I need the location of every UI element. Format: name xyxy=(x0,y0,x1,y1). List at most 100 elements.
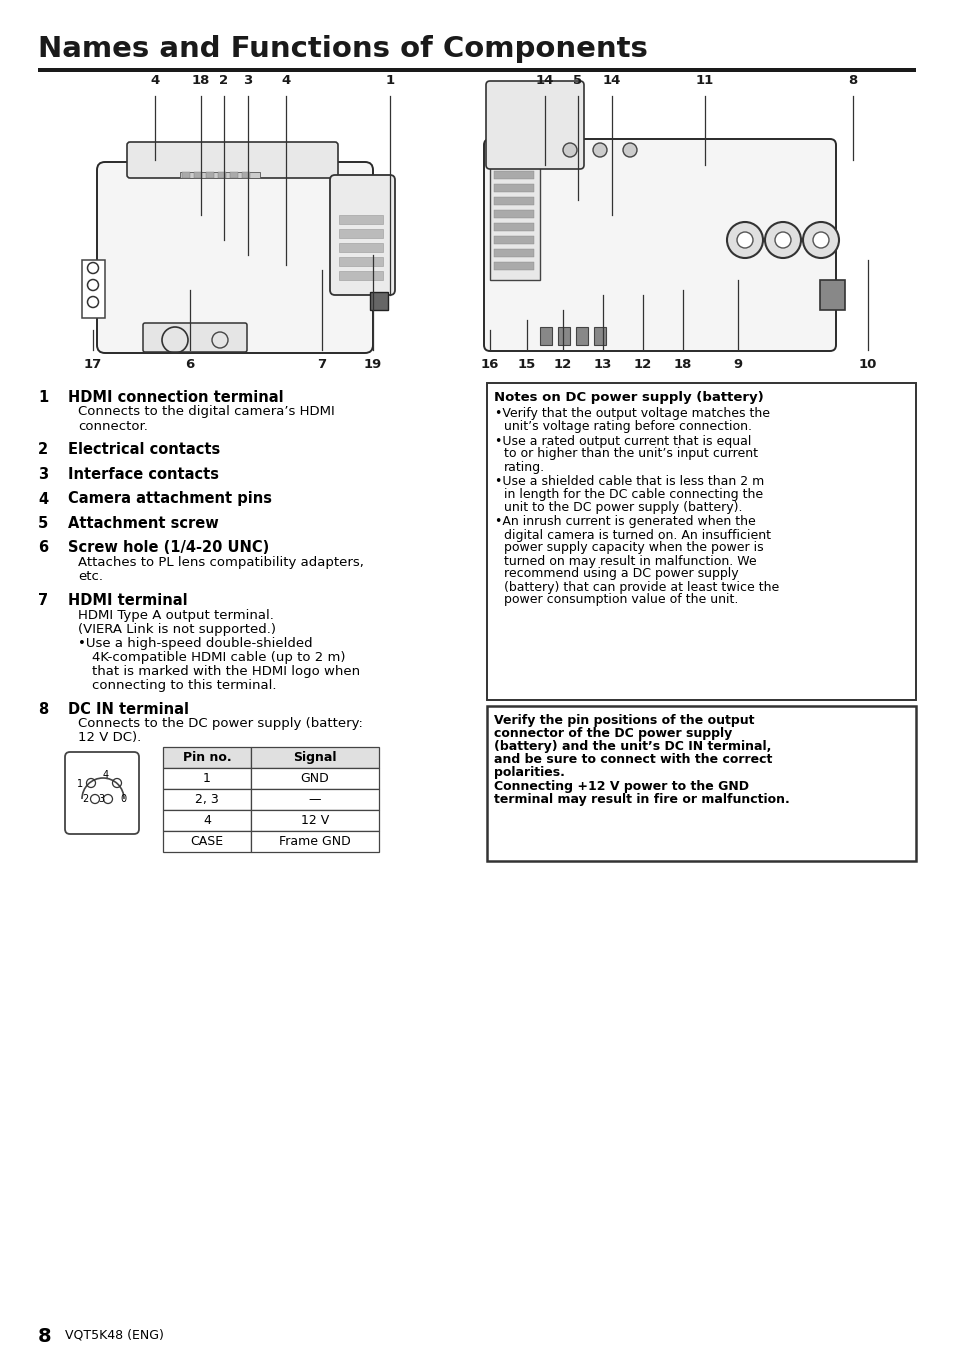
Text: Pin no.: Pin no. xyxy=(182,750,231,764)
Text: 1: 1 xyxy=(385,75,395,87)
Circle shape xyxy=(764,223,801,258)
Bar xyxy=(539,327,552,345)
Text: Connecting +12 V power to the GND: Connecting +12 V power to the GND xyxy=(494,780,748,792)
Text: GND: GND xyxy=(300,772,329,784)
Text: (VIERA Link is not supported.): (VIERA Link is not supported.) xyxy=(78,623,275,635)
Text: in length for the DC cable connecting the: in length for the DC cable connecting th… xyxy=(503,489,762,501)
Text: 4K-compatible HDMI cable (up to 2 m): 4K-compatible HDMI cable (up to 2 m) xyxy=(91,650,345,664)
Text: •Use a shielded cable that is less than 2 m: •Use a shielded cable that is less than … xyxy=(495,475,763,489)
Text: power supply capacity when the power is: power supply capacity when the power is xyxy=(503,541,762,555)
Text: rating.: rating. xyxy=(503,460,544,474)
Text: 15: 15 xyxy=(517,358,536,370)
Bar xyxy=(251,768,378,788)
Text: HDMI Type A output terminal.: HDMI Type A output terminal. xyxy=(78,608,274,622)
Text: 10: 10 xyxy=(858,358,876,370)
Text: 5: 5 xyxy=(38,516,49,531)
Text: 12: 12 xyxy=(554,358,572,370)
Bar xyxy=(163,830,251,852)
Circle shape xyxy=(737,232,752,248)
Circle shape xyxy=(593,142,606,157)
Text: 3: 3 xyxy=(38,467,48,482)
Text: 14: 14 xyxy=(536,75,554,87)
Bar xyxy=(494,197,534,205)
Bar xyxy=(82,261,105,318)
Text: 17: 17 xyxy=(84,358,102,370)
Text: and be sure to connect with the correct: and be sure to connect with the correct xyxy=(494,753,772,765)
Text: (battery) and the unit’s DC IN terminal,: (battery) and the unit’s DC IN terminal, xyxy=(494,740,771,753)
Bar xyxy=(180,172,260,178)
Bar xyxy=(494,210,534,218)
Circle shape xyxy=(812,232,828,248)
Bar xyxy=(338,243,382,252)
Text: •Use a high-speed double-shielded: •Use a high-speed double-shielded xyxy=(78,636,313,650)
Bar xyxy=(494,236,534,244)
Bar xyxy=(242,172,250,178)
FancyBboxPatch shape xyxy=(97,161,373,353)
Bar xyxy=(251,830,378,852)
Text: 4: 4 xyxy=(38,491,48,506)
Text: Interface contacts: Interface contacts xyxy=(68,467,219,482)
Text: 3: 3 xyxy=(243,75,253,87)
Bar xyxy=(486,383,915,700)
Text: 2: 2 xyxy=(219,75,229,87)
Text: Verify the pin positions of the output: Verify the pin positions of the output xyxy=(494,714,754,727)
Text: 19: 19 xyxy=(363,358,382,370)
Text: Camera attachment pins: Camera attachment pins xyxy=(68,491,272,506)
Bar xyxy=(338,271,382,280)
Text: polarities.: polarities. xyxy=(494,765,564,779)
Text: Names and Functions of Components: Names and Functions of Components xyxy=(38,35,647,62)
Text: •An inrush current is generated when the: •An inrush current is generated when the xyxy=(495,516,755,528)
Bar xyxy=(218,172,226,178)
Text: Connects to the digital camera’s HDMI: Connects to the digital camera’s HDMI xyxy=(78,406,335,418)
Text: 4: 4 xyxy=(103,769,109,780)
Text: 0: 0 xyxy=(120,794,126,803)
Text: 18: 18 xyxy=(673,358,692,370)
Text: 12: 12 xyxy=(633,358,652,370)
Text: Attaches to PL lens compatibility adapters,: Attaches to PL lens compatibility adapte… xyxy=(78,556,363,569)
Text: Signal: Signal xyxy=(293,750,336,764)
Bar xyxy=(576,327,587,345)
Circle shape xyxy=(622,142,637,157)
Text: turned on may result in malfunction. We: turned on may result in malfunction. We xyxy=(503,555,756,567)
Bar xyxy=(338,229,382,237)
Text: that is marked with the HDMI logo when: that is marked with the HDMI logo when xyxy=(91,665,359,677)
Text: 8: 8 xyxy=(38,702,49,716)
Text: 7: 7 xyxy=(38,593,48,608)
Text: 14: 14 xyxy=(602,75,620,87)
FancyBboxPatch shape xyxy=(65,752,139,835)
Text: HDMI terminal: HDMI terminal xyxy=(68,593,188,608)
Circle shape xyxy=(774,232,790,248)
Text: 9: 9 xyxy=(733,358,741,370)
Text: •Verify that the output voltage matches the: •Verify that the output voltage matches … xyxy=(495,407,769,421)
Text: 3: 3 xyxy=(98,794,104,803)
Text: Connects to the DC power supply (battery:: Connects to the DC power supply (battery… xyxy=(78,716,362,730)
Bar xyxy=(820,280,844,309)
Bar xyxy=(494,185,534,191)
Text: power consumption value of the unit.: power consumption value of the unit. xyxy=(503,593,738,607)
Text: unit’s voltage rating before connection.: unit’s voltage rating before connection. xyxy=(503,421,751,433)
Text: Frame GND: Frame GND xyxy=(279,835,351,848)
Text: 11: 11 xyxy=(695,75,714,87)
Bar xyxy=(230,172,237,178)
Text: digital camera is turned on. An insufficient: digital camera is turned on. An insuffic… xyxy=(503,528,770,541)
Text: •Use a rated output current that is equal: •Use a rated output current that is equa… xyxy=(495,434,751,448)
Text: unit to the DC power supply (battery).: unit to the DC power supply (battery). xyxy=(503,501,741,514)
FancyBboxPatch shape xyxy=(127,142,337,178)
Text: —: — xyxy=(309,792,321,806)
FancyBboxPatch shape xyxy=(330,175,395,294)
Text: (battery) that can provide at least twice the: (battery) that can provide at least twic… xyxy=(503,581,779,593)
Text: 4: 4 xyxy=(151,75,159,87)
Text: 4: 4 xyxy=(281,75,291,87)
Text: 8: 8 xyxy=(38,1327,51,1346)
Text: 1: 1 xyxy=(77,779,83,788)
Bar xyxy=(338,214,382,224)
FancyBboxPatch shape xyxy=(485,81,583,170)
Text: Electrical contacts: Electrical contacts xyxy=(68,442,220,457)
Text: 2, 3: 2, 3 xyxy=(195,792,218,806)
Circle shape xyxy=(726,223,762,258)
Text: 2: 2 xyxy=(38,442,48,457)
Text: 1: 1 xyxy=(38,389,49,404)
Text: connector of the DC power supply: connector of the DC power supply xyxy=(494,727,732,740)
Text: VQT5K48 (ENG): VQT5K48 (ENG) xyxy=(65,1329,164,1342)
Text: HDMI connection terminal: HDMI connection terminal xyxy=(68,389,283,404)
